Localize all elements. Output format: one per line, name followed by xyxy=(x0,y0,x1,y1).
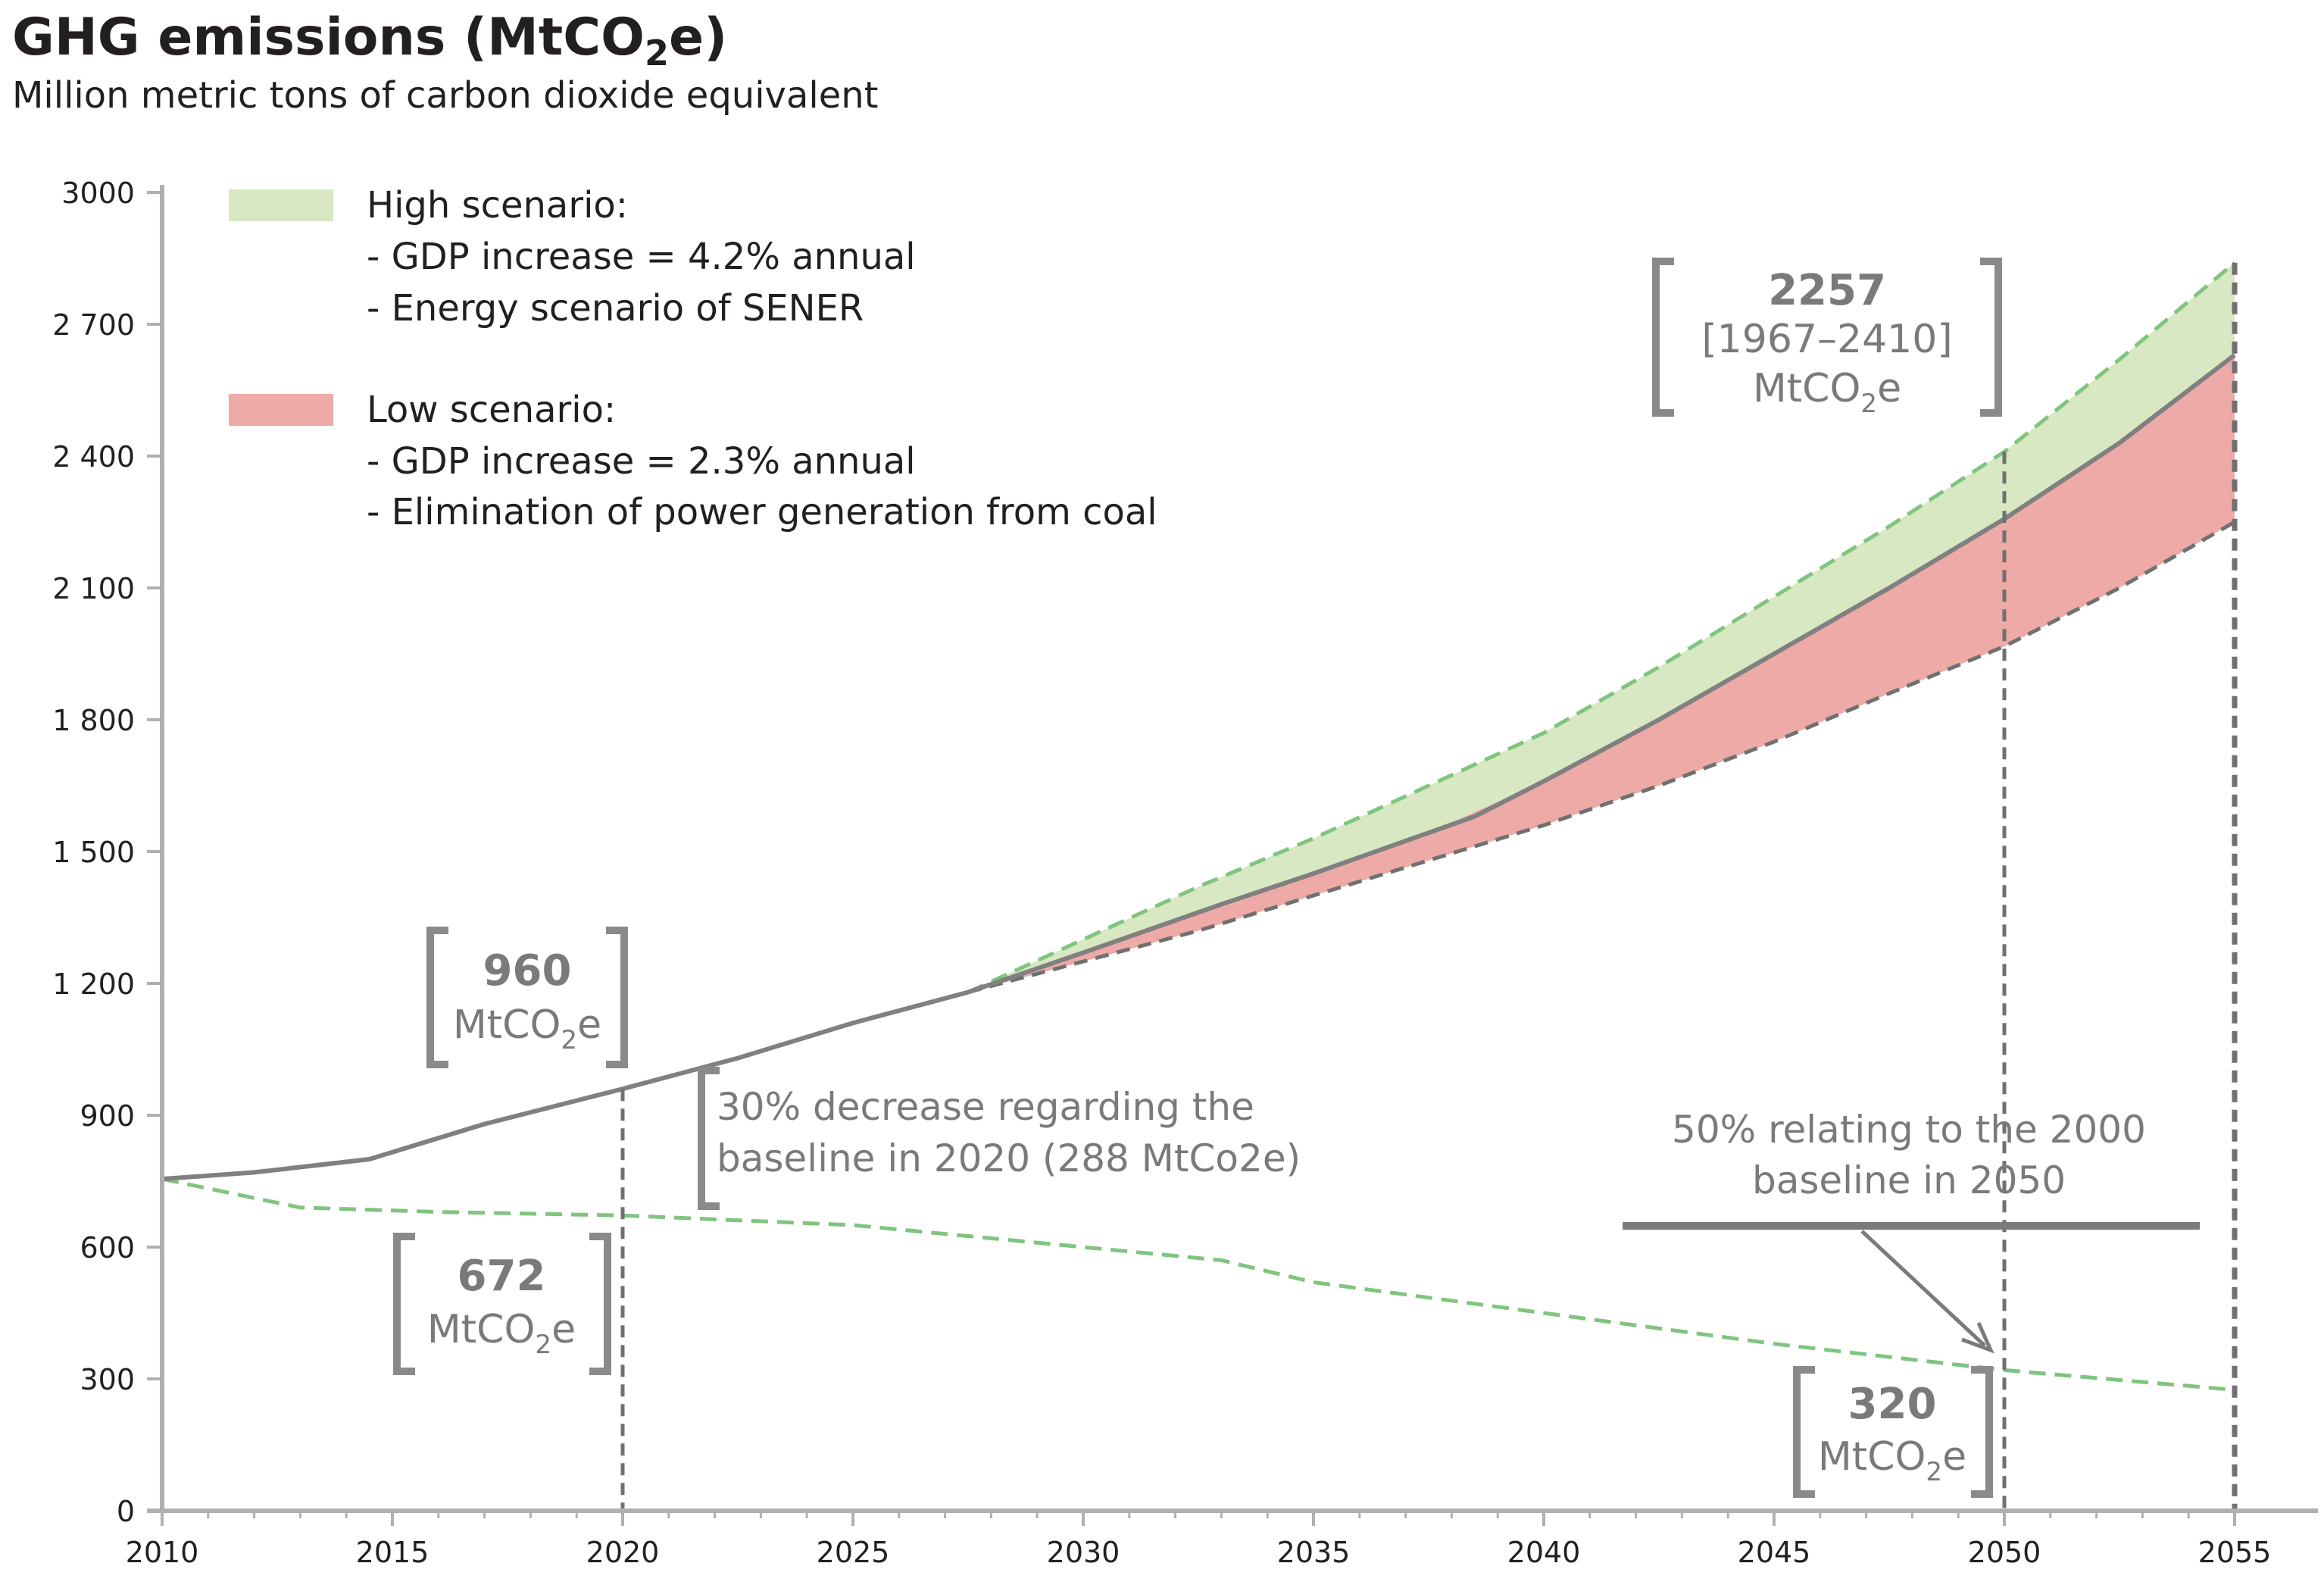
annotation-value: 672 xyxy=(458,1252,546,1301)
x-tick-label: 2040 xyxy=(1507,1536,1581,1569)
low-scenario-line xyxy=(967,520,2236,995)
legend-high-label: High scenario: xyxy=(367,184,628,227)
fifty-arrow-line xyxy=(1860,1230,1986,1347)
annotation-unit: MtCO2e xyxy=(453,1002,601,1055)
legend-high-line1: - GDP increase = 4.2% annual xyxy=(367,236,916,278)
annotation-decrease: 30% decrease regarding the baseline in 2… xyxy=(698,1067,1301,1210)
fifty-arrow-head xyxy=(1961,1321,1994,1354)
x-tick-label: 2020 xyxy=(586,1536,660,1569)
x-tick-label: 2055 xyxy=(2198,1536,2272,1569)
legend-swatch-high xyxy=(229,189,333,221)
y-tick-label: 1 200 xyxy=(52,968,135,1001)
annotation-unit: MtCO2e xyxy=(1753,366,1901,419)
fifty-line1: 50% relating to the 2000 xyxy=(1672,1108,2146,1152)
decrease-line1: 30% decrease regarding the xyxy=(717,1085,1254,1129)
legend: High scenario: - GDP increase = 4.2% ann… xyxy=(229,184,1157,533)
y-tick-label: 900 xyxy=(80,1099,135,1133)
y-tick-label: 0 xyxy=(117,1495,135,1528)
chart-title: GHG emissions (MtCO2e) xyxy=(12,8,727,73)
fifty-line2: baseline in 2050 xyxy=(1752,1158,2066,1202)
scenario-bands xyxy=(968,262,2235,993)
decrease-line2: baseline in 2020 (288 MtCo2e) xyxy=(717,1136,1301,1180)
annotation-unit: MtCO2e xyxy=(1818,1434,1966,1487)
annotation-value: 2257 xyxy=(1768,266,1886,315)
y-axis-ticks: 0 300 600 900 1 200 1 500 1 800 2 100 2 400 2 700… xyxy=(52,177,162,1528)
y-tick-label: 600 xyxy=(80,1231,135,1265)
x-tick-label: 2050 xyxy=(1968,1536,2041,1569)
bracket-right xyxy=(589,1233,611,1375)
y-tick-label: 2 400 xyxy=(52,440,135,474)
bracket-right xyxy=(606,927,628,1068)
x-tick-label: 2035 xyxy=(1277,1536,1351,1569)
annotation-unit: MtCO2e xyxy=(427,1307,576,1360)
annotation-value: 320 xyxy=(1848,1380,1937,1429)
high-scenario-band xyxy=(968,262,2235,993)
y-tick-label: 3000 xyxy=(61,177,135,210)
y-tick-label: 2 100 xyxy=(52,572,135,605)
y-tick-label: 1 800 xyxy=(52,704,135,737)
baseline-line xyxy=(161,353,2236,1182)
x-axis-ticks: 2010 2015 2020 2025 2030 2035 2040 2045 2050 2055 xyxy=(126,1511,2272,1569)
bracket-right xyxy=(1980,258,2002,417)
annotation-2257: 2257 [1967–2410] MtCO2e xyxy=(1652,258,2002,419)
annotation-value: 960 xyxy=(483,946,572,996)
x-tick-label: 2045 xyxy=(1738,1536,1811,1569)
bracket-right xyxy=(1971,1366,1993,1498)
high-scenario-line xyxy=(967,261,2236,994)
y-tick-label: 1 500 xyxy=(52,836,135,869)
x-tick-label: 2010 xyxy=(126,1536,199,1569)
x-tick-label: 2015 xyxy=(356,1536,430,1569)
reference-lines xyxy=(620,262,2238,1511)
annotation-fifty: 50% relating to the 2000 baseline in 205… xyxy=(1623,1108,2200,1354)
annotation-320: 320 MtCO2e xyxy=(1793,1366,1993,1498)
legend-swatch-low xyxy=(229,394,333,426)
axes xyxy=(147,185,2318,1513)
y-tick-label: 300 xyxy=(80,1363,135,1396)
bracket-left xyxy=(426,927,448,1068)
legend-low-label: Low scenario: xyxy=(367,389,616,431)
y-tick-label: 2 700 xyxy=(52,308,135,342)
bracket-left xyxy=(1793,1366,1815,1498)
bracket-left xyxy=(393,1233,415,1375)
annotation-672: 672 MtCO2e xyxy=(393,1233,611,1375)
x-tick-label: 2030 xyxy=(1047,1536,1120,1569)
annotation-960: 960 MtCO2e xyxy=(426,927,628,1068)
x-tick-label: 2025 xyxy=(817,1536,890,1569)
bracket-left xyxy=(698,1067,720,1210)
bracket-left xyxy=(1652,258,1674,417)
legend-low-line1: - GDP increase = 2.3% annual xyxy=(367,440,916,483)
reduction-target-line xyxy=(161,1177,2235,1392)
series-group xyxy=(161,261,2236,1392)
legend-low-line2: - Elimination of power generation from c… xyxy=(367,491,1157,533)
chart-subtitle: Million metric tons of carbon dioxide eq… xyxy=(12,74,878,117)
annotation-range: [1967–2410] xyxy=(1701,317,1952,362)
legend-high-line2: - Energy scenario of SENER xyxy=(367,287,864,330)
